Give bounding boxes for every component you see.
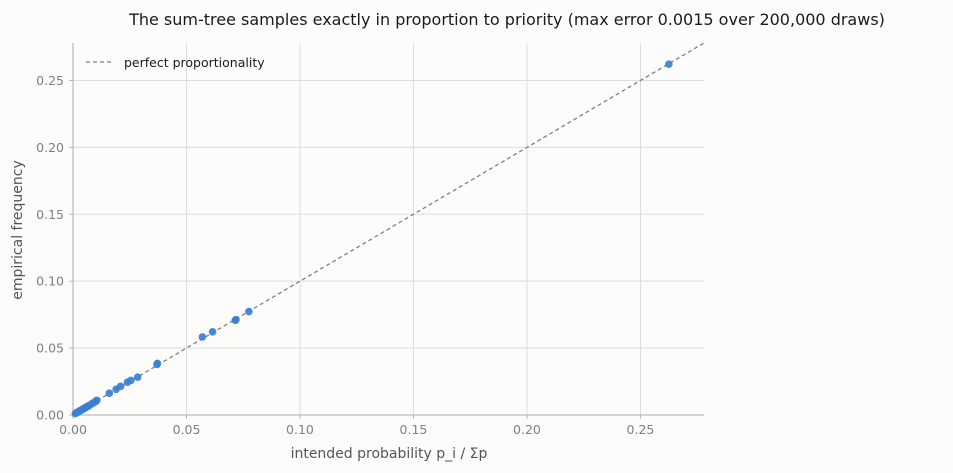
x-tick-label: 0.05: [173, 422, 201, 437]
x-axis-ticks: 0.00 0.05 0.10 0.15 0.20 0.25: [59, 415, 654, 437]
chart-title: The sum-tree samples exactly in proporti…: [128, 10, 885, 29]
y-tick-label: 0.00: [36, 408, 64, 423]
x-tick-label: 0.15: [400, 422, 428, 437]
data-point: [208, 327, 217, 336]
x-axis-label: intended probability p_i / Σp: [291, 446, 488, 462]
x-tick-label: 0.00: [59, 422, 87, 437]
y-tick-label: 0.10: [36, 274, 64, 289]
x-tick-label: 0.25: [627, 422, 655, 437]
perfect-proportionality-line: [72, 42, 705, 416]
x-tick-label: 0.10: [286, 422, 314, 437]
legend-label: perfect proportionality: [124, 55, 265, 70]
y-tick-label: 0.25: [36, 73, 64, 88]
data-point: [93, 396, 101, 405]
data-point: [245, 307, 253, 316]
legend: perfect proportionality: [86, 55, 265, 70]
y-tick-label: 0.05: [36, 341, 64, 356]
data-point: [127, 376, 135, 385]
axes: [72, 43, 704, 416]
data-point: [198, 333, 207, 341]
data-point: [665, 60, 673, 68]
data-point: [116, 382, 125, 391]
y-tick-label: 0.15: [36, 207, 64, 222]
grid: [73, 43, 704, 415]
data-point: [105, 389, 114, 397]
y-axis-label: empirical frequency: [10, 160, 26, 300]
x-tick-label: 0.20: [513, 422, 541, 437]
y-tick-label: 0.20: [36, 140, 64, 155]
data-points: [71, 60, 673, 418]
data-point: [232, 315, 240, 324]
data-point: [153, 359, 162, 368]
data-point: [133, 373, 142, 381]
y-axis-ticks: 0.00 0.05 0.10 0.15 0.20 0.25: [36, 73, 73, 423]
